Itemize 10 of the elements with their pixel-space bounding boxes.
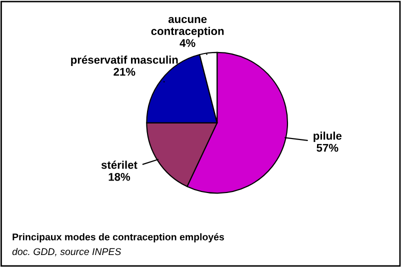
data-label: 57% <box>316 144 338 152</box>
slice-label: préservatif masculin <box>71 56 178 66</box>
slice-label: pilule <box>314 132 342 142</box>
data-label: 18% <box>108 172 130 181</box>
data-label: 4% <box>180 39 196 47</box>
text: doc. GDD, source INPES <box>12 248 122 256</box>
slice-label: stérilet <box>101 160 138 169</box>
data-label: 21% <box>114 68 136 76</box>
slice-label: aucune contraception <box>151 16 224 38</box>
text: Principaux modes de contraception employés <box>12 233 224 242</box>
